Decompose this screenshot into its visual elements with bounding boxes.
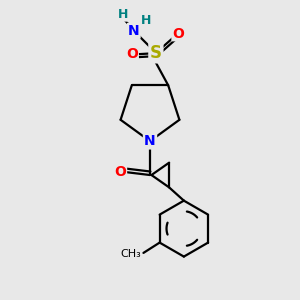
Text: CH₃: CH₃ xyxy=(120,249,141,260)
Text: O: O xyxy=(115,165,127,179)
Text: O: O xyxy=(126,47,138,61)
Text: N: N xyxy=(128,24,140,38)
Text: H: H xyxy=(140,14,151,27)
Text: H: H xyxy=(118,8,129,21)
Text: O: O xyxy=(172,27,184,41)
Text: S: S xyxy=(150,44,162,62)
Text: N: N xyxy=(144,134,156,148)
